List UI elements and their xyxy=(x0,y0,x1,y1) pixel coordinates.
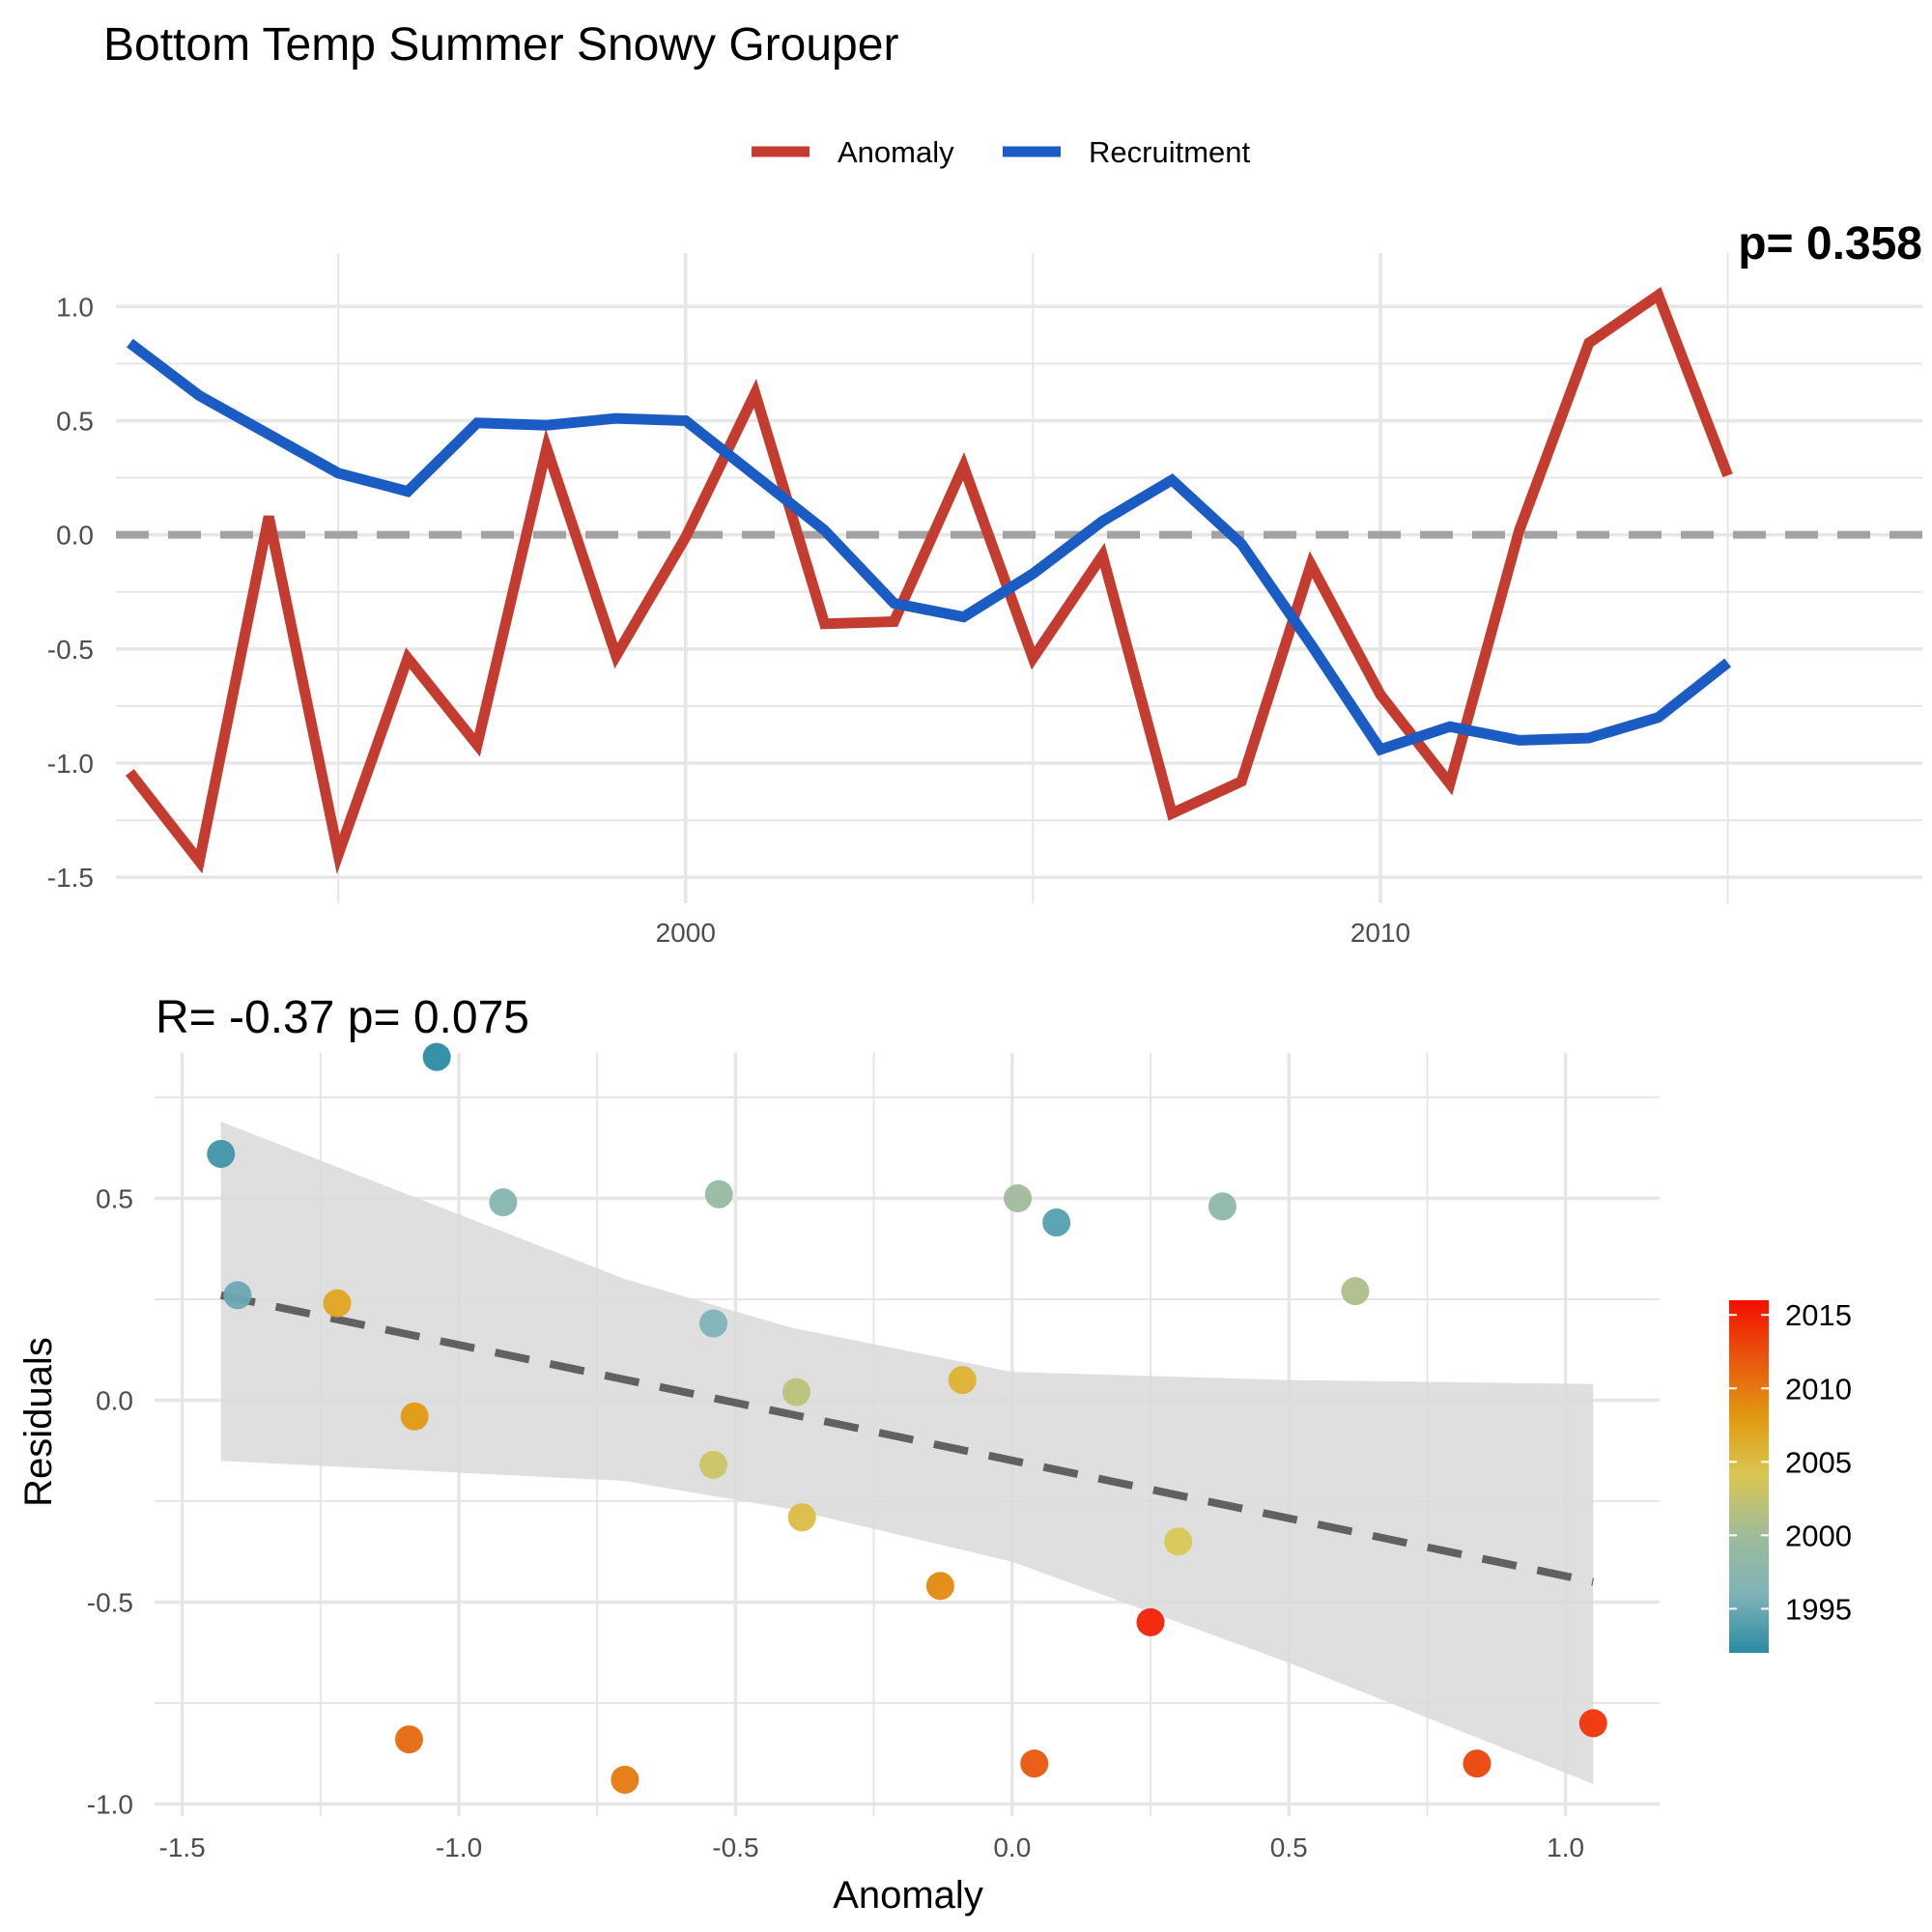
top-y-tick-label: 0.0 xyxy=(56,521,94,551)
top-x-tick-label: 2010 xyxy=(1350,918,1410,948)
colorbar-tick-label: 2005 xyxy=(1785,1445,1852,1479)
bottom-x-tick-label: 0.0 xyxy=(993,1833,1031,1862)
scatter-point xyxy=(1136,1607,1165,1636)
legend-label-recruitment: Recruitment xyxy=(1089,135,1250,169)
scatter-point xyxy=(1341,1277,1370,1306)
colorbar-tick-label: 1995 xyxy=(1785,1592,1852,1626)
trend-line xyxy=(219,1291,1595,1586)
top-y-tick-label: -1.5 xyxy=(47,863,94,893)
chart-title: Bottom Temp Summer Snowy Grouper xyxy=(103,19,898,71)
top-x-tick-labels: 2000 2010 xyxy=(656,918,1411,948)
top-x-tick-label: 2000 xyxy=(656,918,716,948)
scatter-point xyxy=(948,1366,977,1395)
scatter-point xyxy=(489,1188,518,1217)
colorbar: 1995 2000 2005 2010 2015 xyxy=(1729,1298,1852,1653)
scatter-point xyxy=(1164,1527,1193,1556)
bottom-x-tick-label: -0.5 xyxy=(712,1833,758,1862)
scatter-point xyxy=(787,1503,816,1532)
colorbar-tick-label: 2000 xyxy=(1785,1519,1852,1552)
bottom-y-tick-label: 0.0 xyxy=(96,1385,133,1415)
colorbar-gradient xyxy=(1729,1300,1769,1653)
scatter-point xyxy=(699,1309,728,1338)
scatter-point xyxy=(400,1402,429,1431)
bottom-x-tick-label: 0.5 xyxy=(1270,1833,1308,1862)
scatter-point xyxy=(1042,1208,1071,1237)
scatter-point xyxy=(781,1378,810,1406)
scatter-point xyxy=(1208,1192,1236,1221)
scatter-point xyxy=(699,1450,728,1479)
legend-label-anomaly: Anomaly xyxy=(838,135,954,169)
top-series xyxy=(126,287,1733,874)
confidence-band xyxy=(220,1122,1594,1784)
bottom-x-tick-label: -1.5 xyxy=(159,1833,206,1862)
bottom-x-tick-label: -1.0 xyxy=(436,1833,482,1862)
scatter-point xyxy=(207,1139,236,1168)
scatter-point xyxy=(704,1179,733,1208)
bottom-panel: -1.0 -0.5 0.0 0.5 -1.5 -1.0 -0.5 0.0 0.5 1.0 Ano… xyxy=(17,1042,1660,1917)
scatter-point xyxy=(1463,1749,1492,1778)
scatter-point xyxy=(1020,1749,1049,1778)
top-y-tick-label: 0.5 xyxy=(56,406,94,436)
scatter-point xyxy=(1004,1183,1033,1212)
colorbar-ticks: 1995 2000 2005 2010 2015 xyxy=(1729,1298,1852,1626)
bottom-y-tick-label: -1.0 xyxy=(87,1789,133,1819)
colorbar-tick-label: 2015 xyxy=(1785,1298,1852,1332)
scatter-point xyxy=(223,1281,252,1310)
bottom-y-tick-label: 0.5 xyxy=(96,1183,133,1213)
top-y-tick-labels: -1.5 -1.0 -0.5 0.0 0.5 1.0 xyxy=(47,292,94,893)
top-panel-corner-text: p= 0.358 xyxy=(1738,218,1922,270)
bottom-y-tick-labels: -1.0 -0.5 0.0 0.5 xyxy=(87,1183,133,1819)
x-axis-title: Anomaly xyxy=(833,1874,983,1917)
top-y-tick-label: -1.0 xyxy=(47,749,94,779)
colorbar-tick-label: 2010 xyxy=(1785,1372,1852,1406)
bottom-y-tick-label: -0.5 xyxy=(87,1587,133,1617)
scatter-point xyxy=(611,1765,639,1794)
scatter-panel-title: R= -0.37 p= 0.075 xyxy=(156,992,529,1043)
top-y-tick-label: -0.5 xyxy=(47,635,94,665)
legend: Anomaly Recruitment xyxy=(752,135,1250,169)
top-y-tick-label: 1.0 xyxy=(56,292,94,322)
scatter-point xyxy=(1578,1709,1607,1738)
series-line-recruitment xyxy=(127,338,1732,756)
scatter-point xyxy=(323,1289,352,1318)
scatter-point xyxy=(394,1725,423,1754)
bottom-x-tick-labels: -1.5 -1.0 -0.5 0.0 0.5 1.0 xyxy=(159,1833,1585,1862)
series-line-anomaly xyxy=(126,287,1733,874)
bottom-x-tick-label: 1.0 xyxy=(1547,1833,1584,1862)
scatter-points xyxy=(207,1042,1607,1794)
scatter-point xyxy=(422,1042,451,1071)
top-panel: p= 0.358 -1.5 -1.0 -0.5 0.0 0.5 1.0 2000 2010 xyxy=(47,218,1922,948)
scatter-point xyxy=(925,1572,954,1601)
y-axis-title: Residuals xyxy=(17,1337,60,1507)
